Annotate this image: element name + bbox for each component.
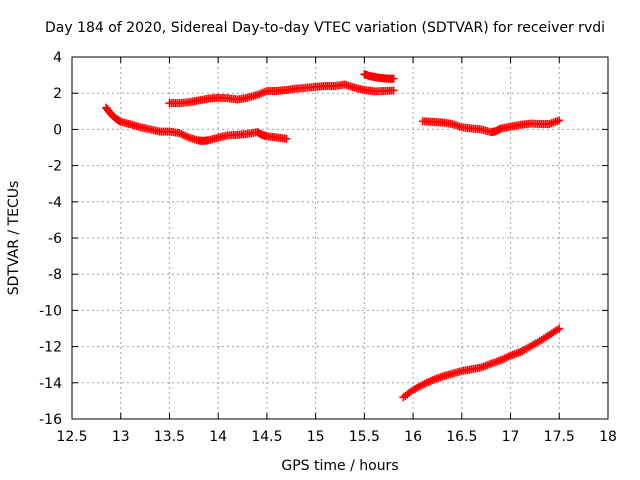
x-tick-label: 16.5: [446, 429, 477, 445]
x-tick-label: 17: [502, 429, 520, 445]
y-tick-label: 4: [53, 50, 62, 66]
x-tick-label: 15.5: [349, 429, 380, 445]
y-tick-label: -4: [48, 195, 62, 211]
x-tick-label: 15: [307, 429, 325, 445]
y-axis-label: SDTVAR / TECUs: [6, 181, 22, 296]
x-tick-label: 17.5: [544, 429, 575, 445]
data-point: [555, 116, 564, 125]
data-point: [389, 74, 398, 83]
y-tick-label: -12: [39, 340, 62, 356]
y-tick-label: -6: [48, 231, 62, 247]
y-tick-label: -8: [48, 267, 62, 283]
series-arc-1: [102, 103, 291, 145]
x-tick-label: 14.5: [251, 429, 282, 445]
series-arc-3: [360, 70, 398, 83]
grid-lines: [72, 57, 608, 419]
chart-title: Day 184 of 2020, Sidereal Day-to-day VTE…: [45, 20, 605, 36]
y-tick-label: -10: [39, 303, 62, 319]
x-tick-label: 18: [599, 429, 617, 445]
x-tick-label: 16: [404, 429, 422, 445]
x-tick-label: 12.5: [56, 429, 87, 445]
y-tick-label: 0: [53, 122, 62, 138]
x-tick-label: 13: [112, 429, 130, 445]
axis-ticks: 12.5 13 13.5 14 14.5 15 15.5 16 16.5 17 17.5 18 -16 -…: [39, 50, 617, 445]
series-arc-2: [165, 80, 398, 108]
data-point: [389, 86, 398, 95]
x-tick-label: 14: [209, 429, 227, 445]
y-tick-label: -16: [39, 412, 62, 428]
y-tick-label: -14: [39, 376, 62, 392]
data-series: [102, 70, 564, 402]
series-arc-4: [418, 116, 564, 137]
y-tick-label: 2: [53, 86, 62, 102]
series-arc-5: [399, 324, 564, 402]
data-point: [555, 324, 564, 333]
y-tick-label: -2: [48, 159, 62, 175]
x-axis-label: GPS time / hours: [281, 458, 398, 474]
x-tick-label: 13.5: [154, 429, 185, 445]
data-point: [282, 134, 291, 143]
